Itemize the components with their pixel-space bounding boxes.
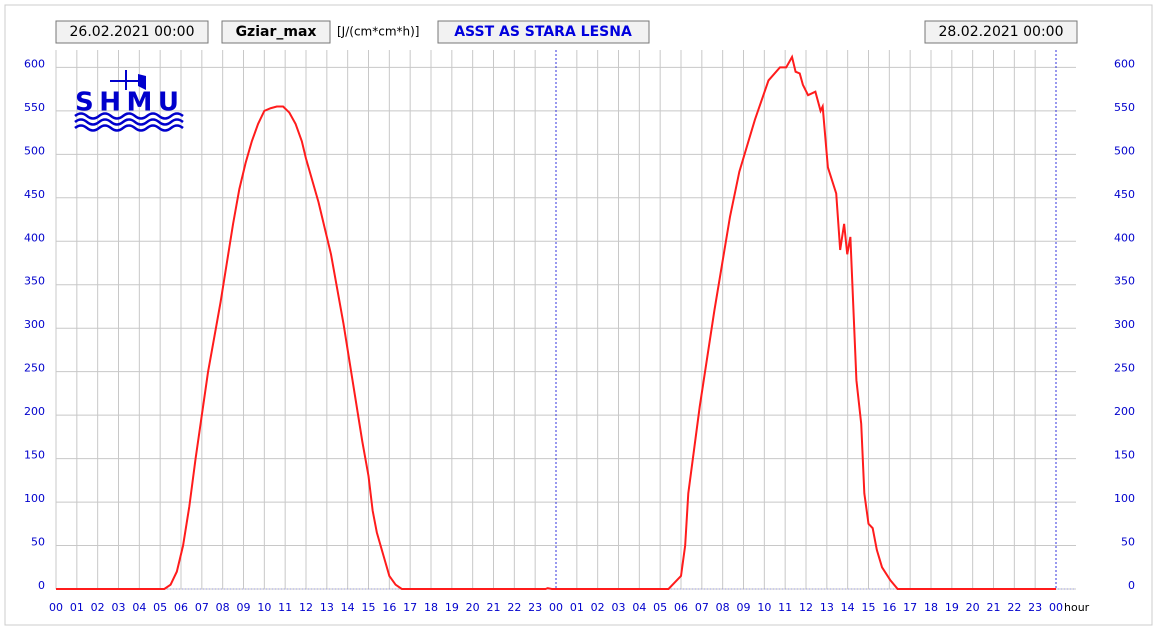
frame	[4, 4, 1153, 626]
x-tick-label: 19	[445, 601, 459, 614]
y-tick-label-right: 100	[1114, 492, 1135, 505]
x-tick-label: 21	[487, 601, 501, 614]
y-tick-label: 200	[24, 405, 45, 418]
x-tick-label: 23	[1028, 601, 1042, 614]
y-tick-label-right: 150	[1114, 449, 1135, 462]
y-tick-label-right: 50	[1121, 536, 1135, 549]
y-tick-label: 350	[24, 275, 45, 288]
y-tick-label-right: 0	[1128, 579, 1135, 592]
y-tick-label: 450	[24, 188, 45, 201]
x-tick-label: 10	[257, 601, 271, 614]
data-line	[56, 54, 1056, 590]
x-tick-label: 13	[320, 601, 334, 614]
y-tick-label-right: 550	[1114, 101, 1135, 114]
unit: [J/(cm*cm*h)]	[337, 25, 420, 39]
x-tick-label: 23	[528, 601, 542, 614]
y-tick-label-right: 300	[1114, 318, 1135, 331]
x-tick-label: 11	[778, 601, 792, 614]
x-tick-label: 03	[112, 601, 126, 614]
parameter: Gziar_max	[236, 24, 317, 40]
x-tick-label: 18	[924, 601, 938, 614]
x-tick-label: 15	[862, 601, 876, 614]
x-tick-label: 00	[549, 601, 563, 614]
y-tick-label-right: 200	[1114, 405, 1135, 418]
x-tick-label: 22	[1007, 601, 1021, 614]
x-tick-label: 09	[237, 601, 251, 614]
x-tick-label: 10	[757, 601, 771, 614]
x-tick-label: 01	[570, 601, 584, 614]
x-tick-label: 12	[299, 601, 313, 614]
x-tick-label: 21	[987, 601, 1001, 614]
x-tick-label: 09	[737, 601, 751, 614]
end-box	[924, 20, 1078, 44]
x-tick-label: 16	[382, 601, 396, 614]
x-tick-label: 08	[716, 601, 730, 614]
x-tick-label: 11	[278, 601, 292, 614]
x-tick-label: 03	[612, 601, 626, 614]
start-date: 26.02.2021 00:00	[70, 24, 195, 40]
x-tick-label: 02	[591, 601, 605, 614]
logo: SHMU	[74, 70, 184, 132]
x-tick-label: 06	[674, 601, 688, 614]
x-tick-label: 05	[653, 601, 667, 614]
start-box	[55, 20, 209, 44]
y-tick-label: 0	[38, 579, 45, 592]
station-box	[437, 20, 650, 44]
y-tick-label-right: 400	[1114, 231, 1135, 244]
y-tick-label: 550	[24, 101, 45, 114]
x-tick-label: 04	[132, 601, 146, 614]
x-tick-label: 13	[820, 601, 834, 614]
x-tick-label: 00	[1049, 601, 1063, 614]
y-tick-label-right: 600	[1114, 57, 1135, 70]
x-tick-label: 12	[799, 601, 813, 614]
station: ASST AS STARA LESNA	[454, 24, 632, 40]
x-tick-label: 18	[424, 601, 438, 614]
x-tick-label: 05	[153, 601, 167, 614]
x-tick-label: 02	[91, 601, 105, 614]
x-tick-label: 07	[195, 601, 209, 614]
x-tick-label: 14	[341, 601, 355, 614]
x-tick-label: 15	[362, 601, 376, 614]
x-tick-label: 16	[882, 601, 896, 614]
x-axis-label: hour	[1064, 601, 1090, 614]
x-tick-label: 19	[945, 601, 959, 614]
y-tick-label: 100	[24, 492, 45, 505]
x-tick-label: 22	[507, 601, 521, 614]
x-tick-label: 20	[466, 601, 480, 614]
y-tick-label-right: 500	[1114, 144, 1135, 157]
param-box	[221, 20, 331, 44]
y-tick-label-right: 350	[1114, 275, 1135, 288]
y-tick-label-right: 250	[1114, 362, 1135, 375]
y-tick-label: 300	[24, 318, 45, 331]
x-tick-label: 06	[174, 601, 188, 614]
x-tick-label: 20	[966, 601, 980, 614]
y-tick-label: 250	[24, 362, 45, 375]
y-tick-label: 500	[24, 144, 45, 157]
x-tick-label: 00	[49, 601, 63, 614]
y-tick-label: 50	[31, 536, 45, 549]
x-tick-label: 14	[841, 601, 855, 614]
y-tick-label: 400	[24, 231, 45, 244]
y-tick-label-right: 450	[1114, 188, 1135, 201]
x-tick-label: 17	[903, 601, 917, 614]
end-date: 28.02.2021 00:00	[939, 24, 1064, 40]
y-tick-label: 150	[24, 449, 45, 462]
x-tick-label: 17	[403, 601, 417, 614]
x-tick-label: 07	[695, 601, 709, 614]
x-tick-label: 01	[70, 601, 84, 614]
y-tick-label: 600	[24, 57, 45, 70]
x-tick-label: 08	[216, 601, 230, 614]
x-tick-label: 04	[632, 601, 646, 614]
